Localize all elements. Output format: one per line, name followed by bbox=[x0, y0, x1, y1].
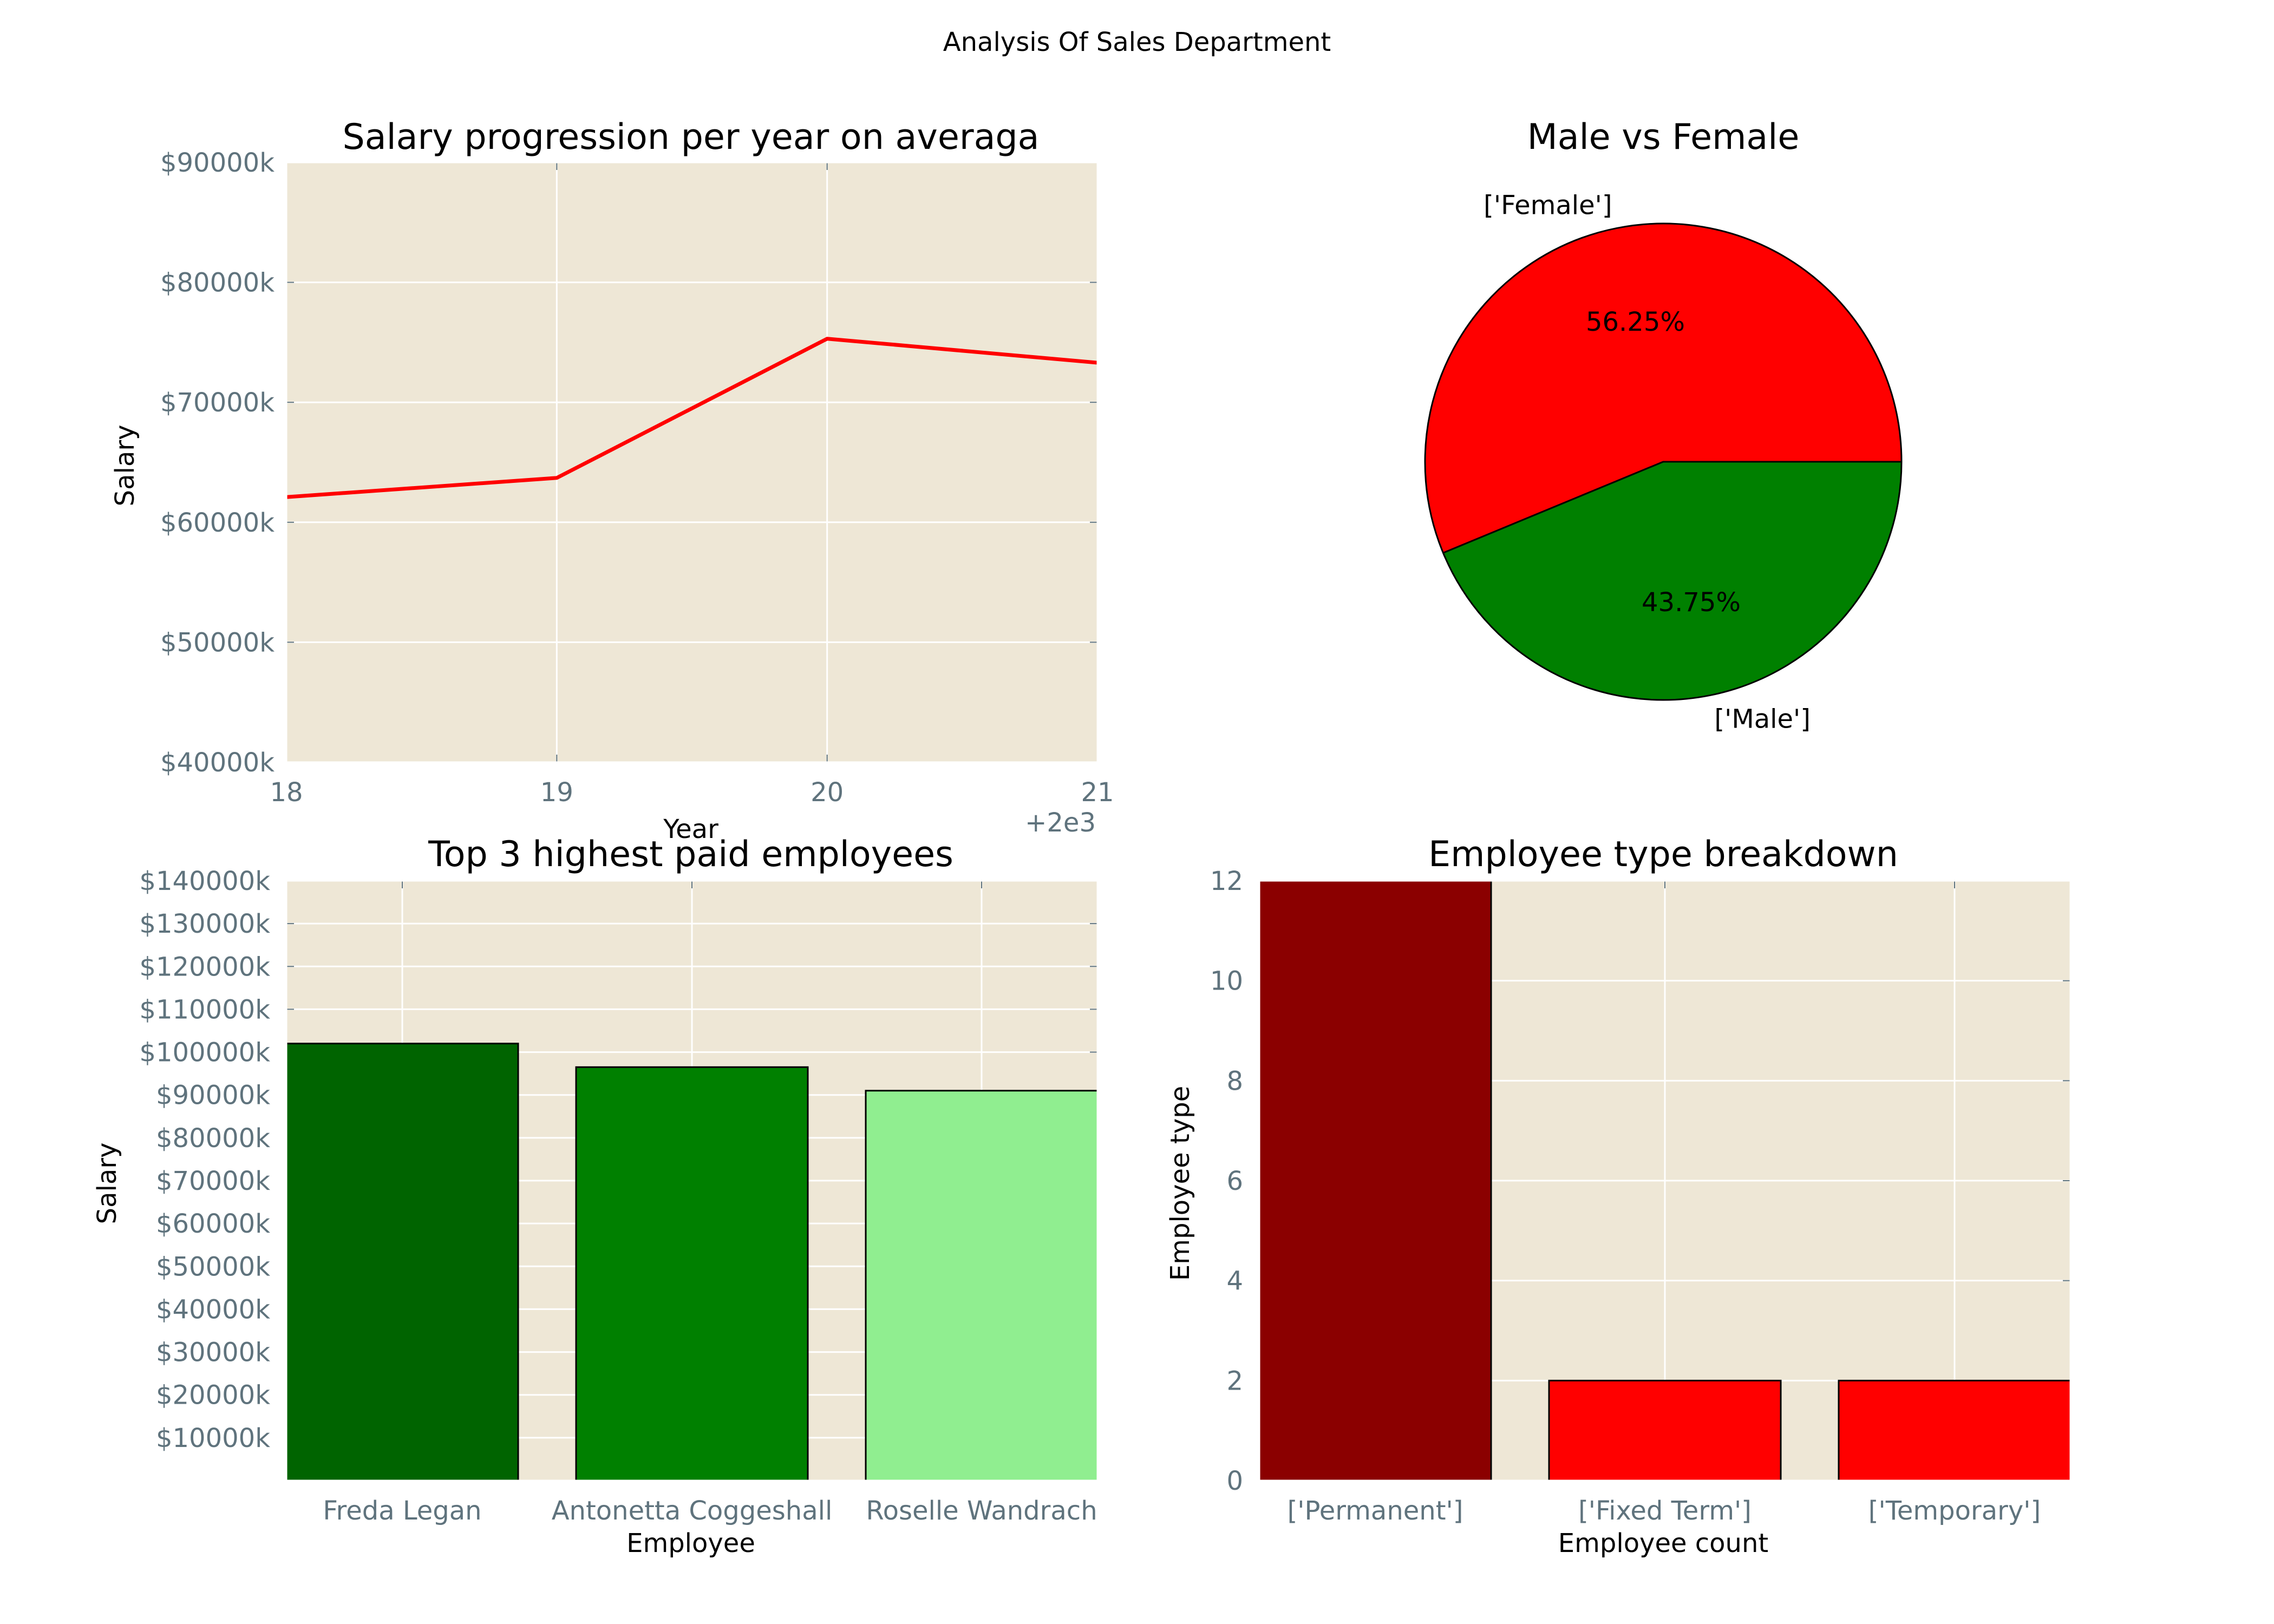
employee-bar-chart-xlabel: Employee bbox=[626, 1528, 755, 1558]
employee-bar-chart-y-tick-label-13: $140000k bbox=[139, 866, 270, 896]
type-bar-chart-y-tick-label-6: 12 bbox=[1210, 866, 1243, 896]
line-chart-title: Salary progression per year on averaga bbox=[343, 117, 1040, 158]
employee-bar-chart-y-tick-label-8: $90000k bbox=[156, 1081, 270, 1111]
type-bar-chart: ['Permanent'] ['Fixed Term'] ['Temporary']… bbox=[1165, 834, 2072, 1558]
figure-suptitle: Analysis Of Sales Department bbox=[943, 27, 1331, 57]
line-chart-plot-area bbox=[286, 162, 1097, 762]
employee-bar-chart-y-tick-label-7: $80000k bbox=[156, 1123, 270, 1154]
line-chart-y-tick-label-2: $60000k bbox=[160, 508, 275, 538]
line-chart-x-tick-label-3: 21 bbox=[1081, 777, 1114, 808]
employee-bar-chart-y-tick-label-10: $110000k bbox=[139, 994, 270, 1025]
pie-slice-label-1: ['Male'] bbox=[1714, 704, 1811, 735]
type-bar-chart-x-tick-label-1: ['Fixed Term'] bbox=[1578, 1496, 1752, 1526]
line-chart-y-tick-label-3: $70000k bbox=[160, 388, 275, 418]
line-chart-x-offset-label: +2e3 bbox=[1025, 808, 1096, 838]
pie-slice-0 bbox=[1424, 222, 1903, 554]
type-bar-chart-y-tick-label-5: 10 bbox=[1210, 966, 1243, 997]
employee-bar-chart-ylabel: Salary bbox=[92, 1143, 122, 1224]
type-bar-chart-ylabel: Employee type bbox=[1165, 1086, 1195, 1281]
line-chart-series-line bbox=[286, 337, 1098, 499]
pie-slice-label-0: ['Female'] bbox=[1484, 190, 1612, 220]
line-chart-x-tick-label-0: 18 bbox=[270, 777, 303, 808]
type-bar-chart-title: Employee type breakdown bbox=[1428, 834, 1898, 875]
line-chart-xlabel: Year bbox=[663, 814, 718, 844]
type-bar-chart-y-tick-label-2: 4 bbox=[1226, 1266, 1243, 1296]
type-bar-chart-xlabel: Employee count bbox=[1558, 1528, 1768, 1558]
line-chart-y-tick-label-4: $80000k bbox=[160, 268, 275, 298]
line-chart-x-tick-label-1: 19 bbox=[540, 777, 573, 808]
employee-bar-chart-y-tick-label-2: $30000k bbox=[156, 1338, 270, 1368]
type-bar-chart-y-tick-label-0: 0 bbox=[1226, 1466, 1243, 1496]
line-chart-ylabel: Salary bbox=[110, 425, 140, 507]
pie-chart-title: Male vs Female bbox=[1527, 117, 1800, 158]
type-bar-chart-plot-border bbox=[1258, 880, 2072, 1482]
employee-bar-chart-plot-border bbox=[285, 880, 1099, 1482]
pie-slice-percent-0: 56.25% bbox=[1586, 307, 1685, 337]
pie-slice-1 bbox=[1442, 461, 1903, 701]
employee-bar-chart-x-tick-label-2: Roselle Wandrach bbox=[866, 1496, 1097, 1526]
employee-bar-chart-y-tick-label-11: $120000k bbox=[139, 952, 270, 982]
employee-bar-chart-y-tick-label-6: $70000k bbox=[156, 1166, 270, 1196]
employee-bar-chart-y-tick-label-9: $100000k bbox=[139, 1038, 270, 1068]
line-chart-x-tick-label-2: 20 bbox=[811, 777, 844, 808]
type-bar-chart-y-tick-label-4: 8 bbox=[1226, 1066, 1243, 1096]
employee-bar-chart-x-tick-label-0: Freda Legan bbox=[323, 1496, 481, 1526]
pie-chart: Male vs Female ['Female'] 56.25% ['Male'] 4… bbox=[1424, 117, 1903, 735]
type-bar-chart-y-tick-label-3: 6 bbox=[1226, 1166, 1243, 1196]
employee-bar-chart-y-tick-label-0: $10000k bbox=[156, 1423, 270, 1453]
employee-bar-chart-bar-1 bbox=[575, 1066, 809, 1482]
employee-bar-chart-y-tick-label-12: $130000k bbox=[139, 909, 270, 939]
employee-bar-chart-bar-2 bbox=[865, 1090, 1099, 1482]
type-bar-chart-bar-2 bbox=[1838, 1379, 2072, 1482]
employee-bar-chart-y-tick-label-1: $20000k bbox=[156, 1380, 270, 1411]
line-chart-y-tick-label-1: $50000k bbox=[160, 627, 275, 658]
line-chart-y-tick-label-0: $40000k bbox=[160, 748, 275, 778]
employee-bar-chart-title: Top 3 highest paid employees bbox=[428, 834, 953, 875]
line-chart: 18 19 20 21 $40000k $50000k $60000k $70000k $800… bbox=[110, 117, 1114, 844]
employee-bar-chart-y-tick-label-4: $50000k bbox=[156, 1252, 270, 1282]
employee-bar-chart-y-tick-label-5: $60000k bbox=[156, 1209, 270, 1239]
type-bar-chart-bar-1 bbox=[1548, 1379, 1782, 1482]
type-bar-chart-x-tick-label-2: ['Temporary'] bbox=[1868, 1496, 2041, 1526]
type-bar-chart-y-tick-label-1: 2 bbox=[1226, 1366, 1243, 1396]
employee-bar-chart-y-tick-label-3: $40000k bbox=[156, 1294, 270, 1325]
line-chart-y-tick-label-5: $90000k bbox=[160, 148, 275, 178]
pie-slice-percent-1: 43.75% bbox=[1642, 587, 1741, 618]
type-bar-chart-bar-0 bbox=[1258, 880, 1492, 1482]
employee-bar-chart: Freda Legan Antonetta Coggeshall Roselle W… bbox=[92, 834, 1099, 1558]
type-bar-chart-x-tick-label-0: ['Permanent'] bbox=[1288, 1496, 1463, 1526]
line-chart-plot-border bbox=[285, 161, 1099, 763]
employee-bar-chart-x-tick-label-1: Antonetta Coggeshall bbox=[552, 1496, 833, 1526]
employee-bar-chart-bar-0 bbox=[285, 1043, 519, 1482]
